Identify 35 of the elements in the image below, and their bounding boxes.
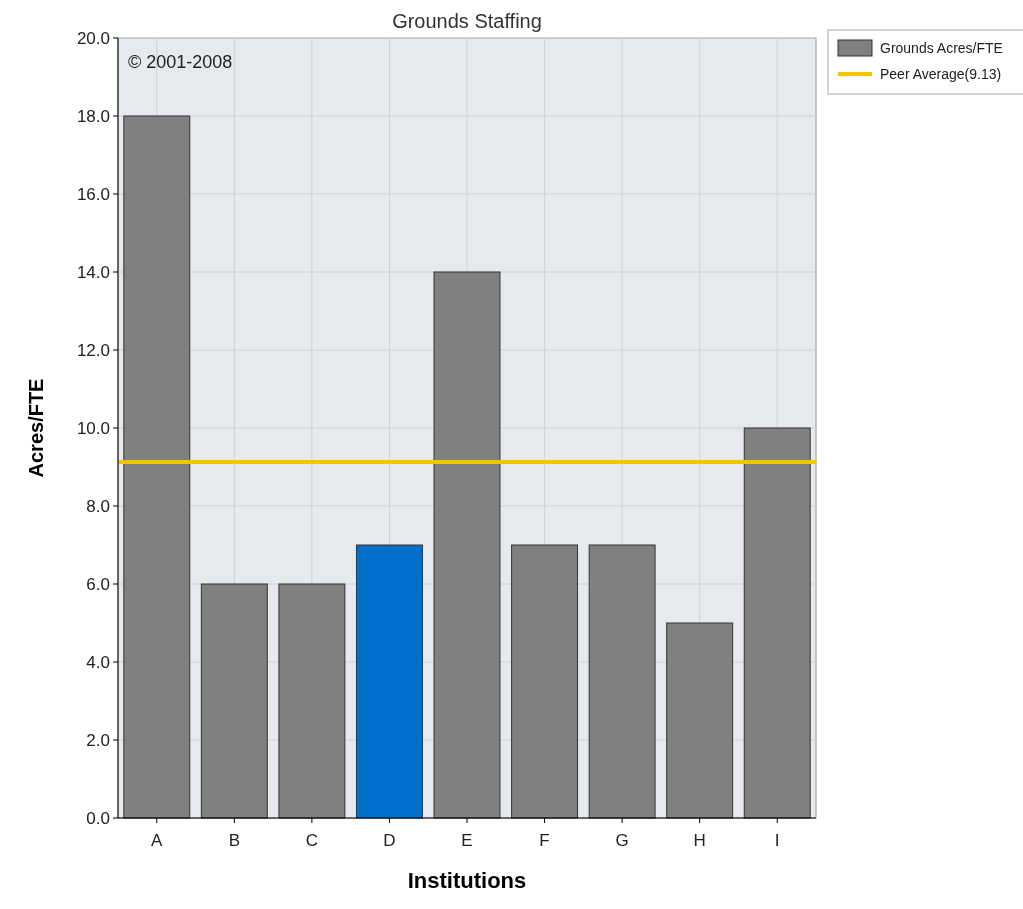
- y-tick-label: 20.0: [76, 28, 110, 48]
- bar: [278, 583, 346, 819]
- y-tick-label: 0.0: [86, 808, 110, 828]
- y-tick-label: 10.0: [76, 418, 110, 438]
- bar: [743, 427, 811, 819]
- x-tick-label: B: [228, 831, 241, 850]
- bar: [355, 544, 423, 819]
- legend-label: Grounds Acres/FTE: [880, 39, 1003, 56]
- y-tick-label: 18.0: [76, 106, 110, 126]
- bar: [511, 544, 579, 819]
- y-axis-title: Acres/FTE: [25, 378, 47, 478]
- x-tick-label: I: [774, 831, 780, 850]
- y-tick-label: 6.0: [86, 574, 110, 594]
- y-tick-label: 2.0: [86, 730, 110, 750]
- x-tick-label: A: [151, 831, 164, 850]
- bar: [588, 544, 656, 819]
- y-tick-label: 12.0: [76, 340, 110, 360]
- y-tick-label: 8.0: [86, 496, 110, 516]
- x-tick-label: E: [461, 831, 473, 850]
- chart-title: Grounds Staffing: [392, 10, 542, 32]
- bar: [433, 271, 501, 819]
- y-tick-label: 16.0: [76, 184, 110, 204]
- bar: [666, 622, 734, 819]
- y-tick-label: 4.0: [86, 652, 110, 672]
- y-tick-label: 14.0: [76, 262, 110, 282]
- annotation: © 2001-2008: [128, 52, 233, 72]
- x-tick-label: F: [539, 831, 550, 850]
- x-tick-label: C: [305, 831, 319, 850]
- x-tick-label: D: [383, 831, 396, 850]
- x-tick-label: H: [693, 831, 706, 850]
- legend-label: Peer Average(9.13): [880, 65, 1002, 82]
- x-axis-title: Institutions: [407, 868, 527, 893]
- x-tick-label: G: [615, 831, 629, 850]
- bar: [123, 115, 191, 819]
- bar: [200, 583, 268, 819]
